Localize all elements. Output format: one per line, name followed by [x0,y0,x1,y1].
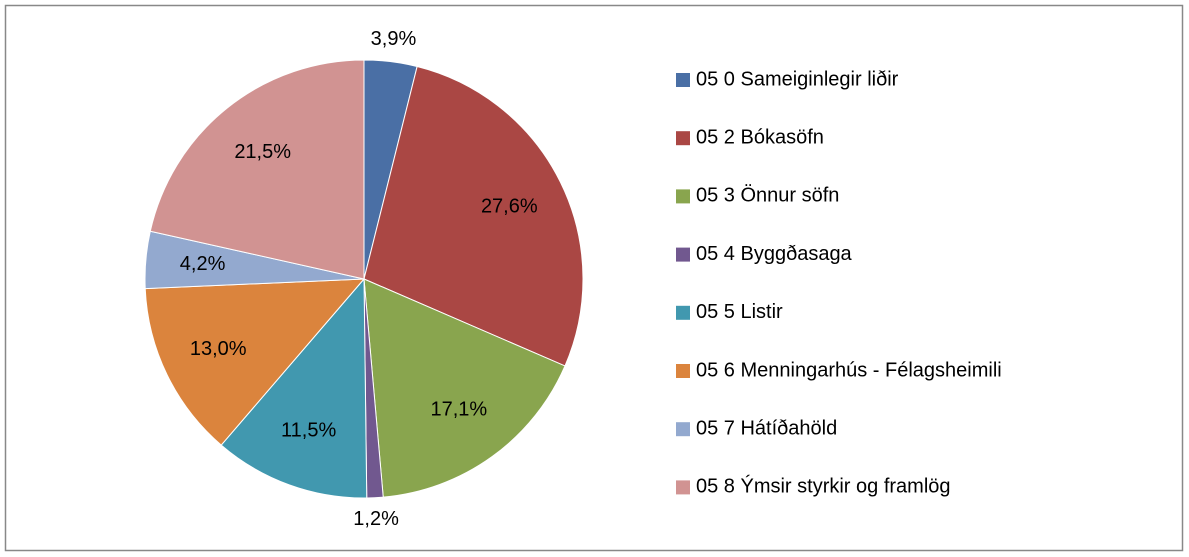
pie-slice [363,65,584,367]
pie-slice [363,278,566,498]
legend-swatch [676,189,690,204]
legend-label: 05 5 Listir [696,301,783,323]
data-label: 4,2% [180,253,226,275]
legend-swatch [676,247,690,262]
data-label: 13,0% [190,338,247,360]
legend-label: 05 2 Bókasöfn [696,126,824,148]
legend-swatch [676,422,690,437]
legend-swatch [676,480,690,495]
pie-slice [220,277,368,499]
data-label: 1,2% [353,508,399,530]
legend-swatch [676,305,690,320]
data-label: 3,9% [371,28,417,50]
legend-label: 05 0 Sameiginlegir liðir [696,68,899,90]
data-label: 21,5% [234,141,291,163]
legend-swatch [676,364,690,378]
pie-slice [144,278,366,446]
legend-swatch [676,131,690,146]
data-label: 27,6% [481,196,538,218]
legend-label: 05 4 Byggðasaga [696,243,853,265]
pie-slice [149,59,365,280]
data-label: 11,5% [281,420,336,442]
legend-label: 05 6 Menningarhús - Félagsheimili [696,359,1002,381]
legend-label: 05 3 Önnur söfn [696,185,839,207]
legend-swatch [676,73,690,87]
legend-label: 05 7 Hátíðahöld [696,417,837,439]
data-label: 17,1% [430,399,487,421]
legend-label: 05 8 Ýmsir styrkir og framlög [696,475,951,498]
